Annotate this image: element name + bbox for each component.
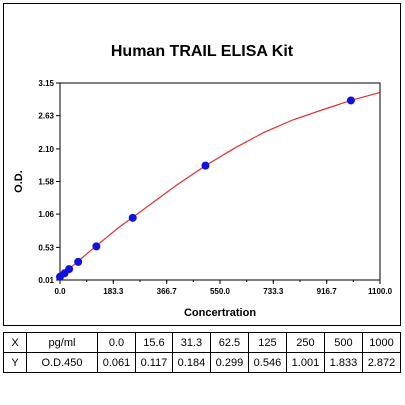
x-tick-label: 733.3 (263, 287, 284, 296)
table-cell: 0.0 (97, 332, 136, 353)
y-tick-label: 0.53 (38, 243, 54, 252)
row-label-x: X (3, 332, 27, 353)
y-tick-label: 1.06 (38, 210, 54, 219)
table-cell: 250 (285, 332, 325, 353)
table-cell: 0.117 (135, 352, 173, 373)
y-tick-label: 0.01 (38, 276, 54, 285)
x-tick-label: 1100.0 (368, 287, 393, 296)
data-point (128, 213, 137, 222)
table-cell: 1.833 (323, 352, 363, 373)
table-cell: 0.546 (247, 352, 287, 373)
table-cell: 1.001 (285, 352, 325, 373)
fit-curve-line (59, 91, 381, 278)
row-unit-x: pg/ml (26, 332, 98, 353)
table-cell: 62.5 (209, 332, 249, 353)
y-axis-label: O.D. (13, 170, 25, 193)
y-tick-label: 1.58 (38, 178, 54, 187)
table-cell: 0.184 (171, 352, 211, 373)
x-axis-label: Concertration (184, 307, 256, 319)
y-tick-label: 2.10 (38, 145, 54, 154)
table-cell: 500 (323, 332, 363, 353)
table-cell: 0.299 (209, 352, 249, 373)
data-point (346, 96, 355, 105)
data-point (92, 242, 101, 251)
x-tick-label: 916.7 (317, 287, 338, 296)
data-point (74, 257, 83, 266)
table-cell: 1000 (361, 332, 402, 353)
x-tick-label: 550.0 (210, 287, 231, 296)
y-tick-label: 3.15 (38, 79, 54, 88)
table-cell: 125 (247, 332, 287, 353)
x-tick-label: 366.7 (157, 287, 178, 296)
row-label-y: Y (3, 352, 27, 373)
data-table: X pg/ml 0.0 15.6 31.3 62.5 125 250 500 1… (3, 332, 402, 373)
table-cell: 0.061 (97, 352, 136, 373)
plot-area (59, 82, 381, 281)
table-cell: 2.872 (361, 352, 402, 373)
y-tick-label: 2.63 (38, 112, 54, 121)
chart: Human TRAIL ELISA Kit 0.0 183.3 366.7 550.0 7… (13, 43, 393, 319)
data-point (201, 161, 210, 170)
x-tick-label: 183.3 (103, 287, 124, 296)
table-row-y: Y O.D.450 0.061 0.117 0.184 0.299 0.546 … (3, 352, 402, 373)
table-cell: 31.3 (171, 332, 211, 353)
table-cell: 15.6 (135, 332, 173, 353)
table-row-x: X pg/ml 0.0 15.6 31.3 62.5 125 250 500 1… (3, 332, 402, 353)
row-unit-y: O.D.450 (26, 352, 98, 373)
data-point (65, 265, 74, 274)
chart-title: Human TRAIL ELISA Kit (111, 43, 294, 60)
x-tick-label: 0.0 (54, 287, 66, 296)
